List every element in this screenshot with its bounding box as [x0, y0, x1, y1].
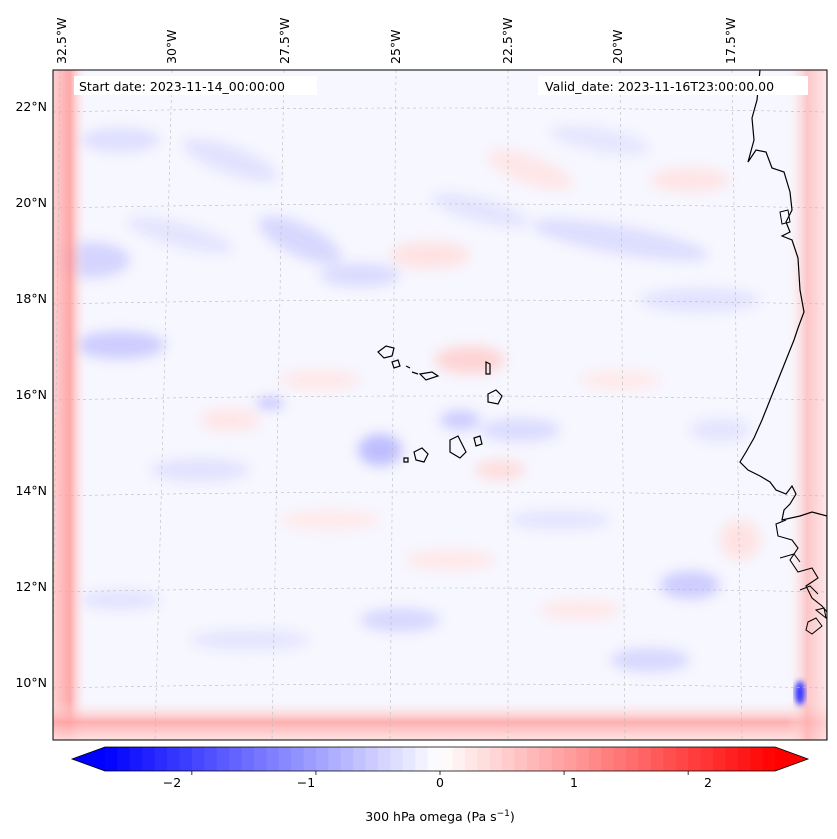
colorbar-segment: [576, 747, 590, 771]
omega-field: [53, 70, 827, 740]
colorbar-segment: [340, 747, 354, 771]
colorbar: [70, 746, 810, 775]
colorbar-tick-label: 1: [570, 775, 578, 790]
colorbar-segment: [489, 747, 503, 771]
colorbar-label-exponent: −1: [497, 809, 510, 819]
colorbar-segment: [477, 747, 491, 771]
map-frame: [52, 69, 828, 741]
colorbar-segment: [402, 747, 416, 771]
lon-label-22-5w: 22.5°W: [500, 18, 515, 64]
lon-label-30w: 30°W: [164, 29, 179, 64]
colorbar-tick-label: −1: [297, 775, 315, 790]
colorbar-segment: [502, 747, 516, 771]
colorbar-segment: [725, 747, 739, 771]
colorbar-segment: [105, 747, 119, 771]
colorbar-segment: [650, 747, 664, 771]
colorbar-segment: [229, 747, 243, 771]
colorbar-segment: [315, 747, 329, 771]
colorbar-segment: [353, 747, 367, 771]
colorbar-ticks: −2 −1 0 1 2: [163, 775, 712, 790]
colorbar-segment: [626, 747, 640, 771]
colorbar-segment: [303, 747, 317, 771]
colorbar-segment: [638, 747, 652, 771]
graticule: [53, 70, 827, 740]
lat-label-12n: 12°N: [15, 579, 47, 594]
colorbar-label: 300 hPa omega (Pa s−1): [365, 809, 515, 824]
valid-date-text: Valid_date: 2023-11-16T23:00:00.00: [545, 79, 774, 94]
lon-label-27-5w: 27.5°W: [277, 18, 292, 64]
colorbar-segment: [750, 747, 764, 771]
colorbar-segment: [613, 747, 627, 771]
colorbar-segment: [291, 747, 305, 771]
colorbar-segment: [179, 747, 193, 771]
lon-label-17-5w: 17.5°W: [723, 18, 738, 64]
colorbar-segment: [204, 747, 218, 771]
lat-label-14n: 14°N: [15, 483, 47, 498]
colorbar-extend-min: [72, 747, 105, 771]
colorbar-segment: [514, 747, 528, 771]
colorbar-segment: [737, 747, 751, 771]
lat-label-18n: 18°N: [15, 291, 47, 306]
colorbar-segment: [129, 747, 143, 771]
colorbar-segment: [588, 747, 602, 771]
lat-label-22n: 22°N: [15, 99, 47, 114]
colorbar-extend-max: [775, 747, 808, 771]
colorbar-segment: [700, 747, 714, 771]
lon-label-25w: 25°W: [388, 29, 403, 64]
colorbar-segment: [216, 747, 230, 771]
colorbar-segment: [675, 747, 689, 771]
cape-verde-islands: [377, 345, 503, 463]
colorbar-segment: [663, 747, 677, 771]
africa-coastline: [739, 70, 827, 740]
colorbar-segment: [526, 747, 540, 771]
colorbar-segment: [464, 747, 478, 771]
lat-label-10n: 10°N: [15, 675, 47, 690]
colorbar-segment: [564, 747, 578, 771]
colorbar-segment: [415, 747, 429, 771]
colorbar-segment: [117, 747, 131, 771]
colorbar-segment: [328, 747, 342, 771]
colorbar-segment: [601, 747, 615, 771]
colorbar-segment: [452, 747, 466, 771]
lon-label-20w: 20°W: [610, 29, 625, 64]
colorbar-label-suffix: ): [510, 809, 515, 824]
colorbar-segment: [551, 747, 565, 771]
colorbar-segment: [390, 747, 404, 771]
lat-label-16n: 16°N: [15, 387, 47, 402]
colorbar-segment: [253, 747, 267, 771]
colorbar-segment: [688, 747, 702, 771]
colorbar-segment: [539, 747, 553, 771]
colorbar-segment: [142, 747, 156, 771]
start-date-box: [74, 76, 317, 95]
lat-label-20n: 20°N: [15, 195, 47, 210]
colorbar-segment: [762, 747, 776, 771]
colorbar-segment: [266, 747, 280, 771]
colorbar-tick-label: 0: [436, 775, 444, 790]
colorbar-segment: [241, 747, 255, 771]
colorbar-outline: [70, 746, 810, 772]
colorbar-tick-label: −2: [163, 775, 181, 790]
colorbar-segment: [712, 747, 726, 771]
colorbar-segment: [278, 747, 292, 771]
colorbar-segment: [191, 747, 205, 771]
colorbar-tick-label: 2: [704, 775, 712, 790]
colorbar-segment: [154, 747, 168, 771]
colorbar-segment: [440, 747, 454, 771]
colorbar-segment: [427, 747, 441, 771]
lon-label-32-5w: 32.5°W: [54, 18, 69, 64]
colorbar-segment: [167, 747, 181, 771]
colorbar-segment: [377, 747, 391, 771]
colorbar-segment: [365, 747, 379, 771]
valid-date-box: [538, 76, 808, 95]
start-date-text: Start date: 2023-11-14_00:00:00: [79, 79, 285, 94]
